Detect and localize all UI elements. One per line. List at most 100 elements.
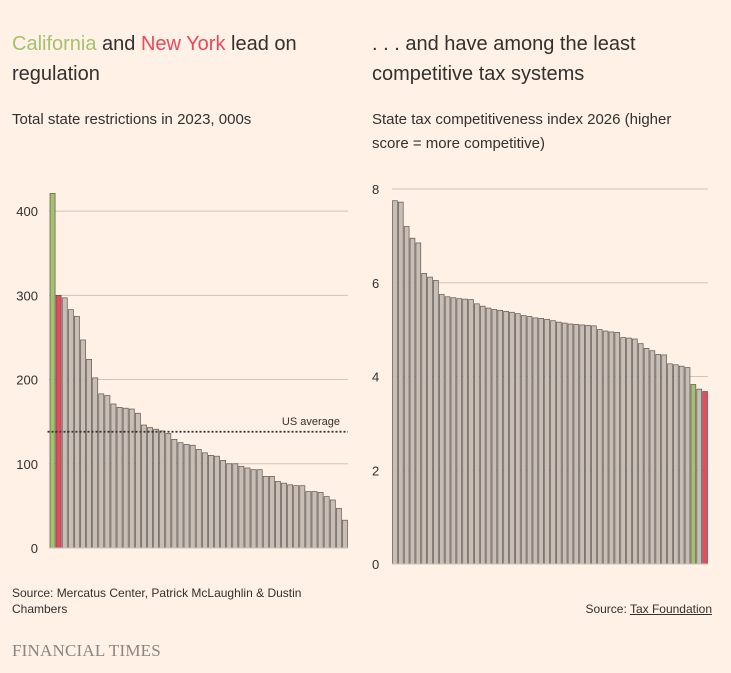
- bar: [104, 395, 111, 549]
- bar: [515, 313, 521, 565]
- bar: [550, 320, 556, 565]
- source-prefix: Source:: [585, 602, 630, 616]
- y-tick-label: 200: [16, 373, 38, 388]
- y-tick-label: 0: [31, 541, 38, 556]
- bar: [596, 329, 603, 565]
- bar: [491, 309, 498, 565]
- bar-highlight: [690, 384, 697, 565]
- bar: [696, 388, 702, 565]
- bar: [61, 297, 68, 549]
- left-chart-subtitle: Total state restrictions in 2023, 000s: [12, 111, 252, 128]
- restrictions-bar-chart: 0 100 200 300 400 US average: [16, 193, 348, 556]
- bar: [655, 354, 662, 565]
- y-tick-label: 8: [372, 182, 379, 197]
- bar: [67, 309, 74, 549]
- bar-highlight: [702, 391, 708, 565]
- bar: [415, 242, 422, 565]
- bar: [116, 406, 123, 549]
- bar: [268, 476, 275, 549]
- bar: [141, 424, 147, 549]
- bar: [128, 408, 135, 549]
- bar: [80, 339, 86, 549]
- bar: [497, 310, 504, 565]
- y-tick-label: 6: [372, 276, 379, 291]
- bar: [177, 442, 184, 549]
- bar: [479, 305, 486, 565]
- bar: [421, 273, 427, 565]
- bar: [403, 226, 410, 565]
- bar: [262, 476, 269, 549]
- bar: [438, 294, 445, 565]
- title-rest: lead on regulation: [12, 33, 297, 85]
- y-tick-label: 100: [16, 457, 38, 472]
- y-tick-label: 2: [372, 463, 379, 478]
- bar: [520, 315, 527, 565]
- new-york-highlight: New York: [140, 33, 226, 55]
- bar: [293, 485, 300, 549]
- bar: [238, 465, 245, 549]
- california-highlight: California: [12, 33, 97, 55]
- bar: [684, 367, 691, 565]
- bar: [287, 484, 294, 549]
- bar: [335, 508, 342, 549]
- bar-highlight: [55, 294, 62, 549]
- bar: [110, 403, 117, 549]
- bar: [427, 276, 433, 565]
- tax-index-bar-chart: 0 2 4 6 8: [372, 182, 708, 572]
- bar: [122, 407, 129, 549]
- bar: [323, 496, 330, 549]
- title-connector: and: [96, 33, 141, 55]
- bar: [214, 455, 220, 549]
- bar: [573, 324, 580, 565]
- bar: [317, 492, 324, 549]
- bar: [462, 298, 468, 565]
- bar: [661, 354, 667, 565]
- bar: [281, 482, 287, 549]
- y-tick-label: 4: [372, 370, 379, 385]
- bar: [637, 343, 644, 565]
- bar: [509, 311, 515, 565]
- bar: [226, 463, 233, 549]
- y-tick-label: 300: [16, 288, 38, 303]
- tax-foundation-link[interactable]: Tax Foundation: [629, 602, 712, 616]
- bar: [450, 297, 457, 565]
- bar: [299, 485, 306, 549]
- bar: [643, 348, 650, 565]
- y-tick-label: 0: [372, 557, 379, 572]
- bar: [98, 393, 105, 549]
- bar: [526, 316, 533, 565]
- bar: [474, 303, 480, 565]
- bar: [256, 469, 263, 549]
- bar: [503, 310, 509, 565]
- bar: [342, 519, 348, 549]
- bar: [244, 467, 251, 549]
- bar: [532, 317, 539, 565]
- bar: [620, 337, 626, 565]
- bar: [567, 323, 574, 565]
- left-source-note: Source: Mercatus Center, Patrick McLaugh…: [12, 586, 302, 616]
- bar: [171, 439, 178, 549]
- bar: [673, 364, 679, 565]
- bar-highlight: [49, 193, 56, 549]
- bar: [608, 331, 615, 565]
- bar: [614, 332, 621, 565]
- bar: [544, 318, 550, 565]
- bar: [86, 358, 92, 549]
- bar: [232, 463, 239, 549]
- bar: [409, 237, 416, 565]
- bar: [649, 350, 656, 565]
- bar: [92, 377, 99, 549]
- bar: [579, 324, 585, 565]
- us-average-label: US average: [282, 416, 340, 428]
- right-chart-title: . . . and have among the least competiti…: [372, 33, 636, 85]
- bar: [632, 338, 638, 565]
- bar: [444, 296, 451, 565]
- bar: [201, 452, 208, 549]
- bar: [311, 491, 318, 549]
- bar: [678, 365, 685, 565]
- bar: [134, 412, 141, 549]
- left-chart-title: California and New York lead on regulati…: [12, 29, 342, 89]
- bar: [195, 449, 202, 549]
- bar: [183, 444, 190, 549]
- bar: [208, 455, 214, 549]
